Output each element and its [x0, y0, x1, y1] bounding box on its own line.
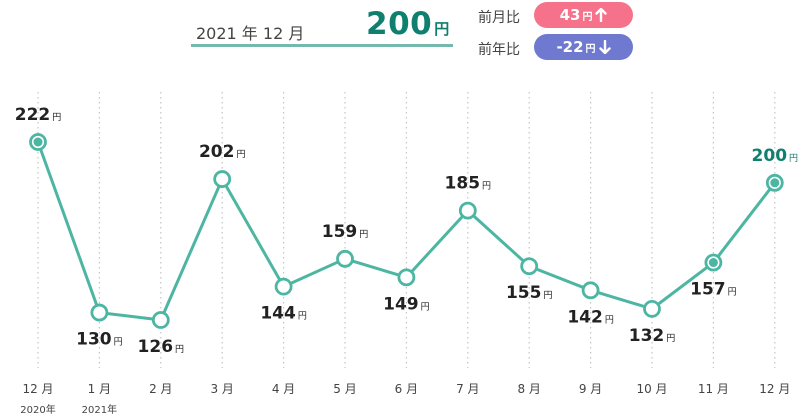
data-point	[151, 311, 170, 329]
x-tick-label: 12 月	[22, 382, 53, 396]
data-label: 202 円	[199, 142, 246, 162]
data-label: 222 円	[15, 105, 62, 125]
data-point	[397, 268, 416, 287]
year-label: 2021年	[82, 403, 117, 416]
yoy-unit: 円	[585, 43, 596, 55]
yoy-badge: -22 円	[534, 34, 633, 60]
data-label: 142 円	[567, 307, 614, 327]
data-point	[520, 257, 539, 276]
current-value-unit: 円	[434, 20, 450, 38]
x-tick-label: 8 月	[517, 382, 540, 396]
data-label: 185 円	[445, 174, 492, 194]
yoy-value: -22	[556, 38, 584, 56]
mom-unit: 円	[582, 11, 593, 23]
x-tick-label: 3 月	[210, 382, 233, 396]
data-point-fill	[708, 258, 718, 268]
data-label: 149 円	[383, 294, 430, 314]
data-point	[581, 281, 600, 300]
x-tick-label: 10 月	[636, 382, 667, 396]
mom-value: 43	[559, 6, 581, 24]
x-tick-label: 4 月	[272, 382, 295, 396]
data-point	[213, 170, 232, 188]
mom-label: 前月比	[478, 10, 520, 26]
data-point	[643, 299, 661, 318]
data-point	[274, 277, 293, 296]
mom-badge: 43 円	[534, 2, 633, 28]
data-label: 126 円	[138, 337, 185, 357]
data-label: 130 円	[76, 330, 123, 350]
current-value: 200 円	[366, 6, 449, 42]
data-point-fill	[770, 178, 780, 188]
yoy-label: 前年比	[478, 42, 520, 58]
x-tick-label: 7 月	[456, 382, 479, 396]
current-value-number: 200	[366, 6, 433, 42]
data-label: 157 円	[690, 280, 737, 300]
period-underline	[191, 44, 453, 47]
x-tick-label: 11 月	[698, 382, 729, 396]
data-point-fill	[33, 137, 43, 147]
x-tick-label: 6 月	[395, 382, 418, 396]
data-point	[90, 303, 109, 322]
period-label: 2021 年 12 月	[196, 24, 305, 43]
data-label: 132 円	[629, 326, 676, 346]
arrow-up-icon	[595, 8, 608, 22]
x-tick-label: 5 月	[333, 382, 356, 396]
summary-header: 2021 年 12 月 200 円 前月比 43 円 前年比 -22 円	[0, 0, 812, 70]
x-tick-label: 12 月	[759, 382, 790, 396]
data-label: 144 円	[260, 304, 307, 324]
data-label: 155 円	[506, 283, 553, 303]
data-point	[336, 249, 354, 268]
x-tick-label: 9 月	[579, 382, 602, 396]
x-tick-label: 1 月	[88, 382, 111, 396]
data-label: 200 円	[752, 146, 799, 166]
data-label: 159 円	[322, 222, 369, 242]
x-tick-label: 2 月	[149, 382, 172, 396]
year-label: 2020年	[20, 403, 55, 416]
data-point	[458, 201, 477, 220]
arrow-down-icon	[598, 40, 611, 54]
